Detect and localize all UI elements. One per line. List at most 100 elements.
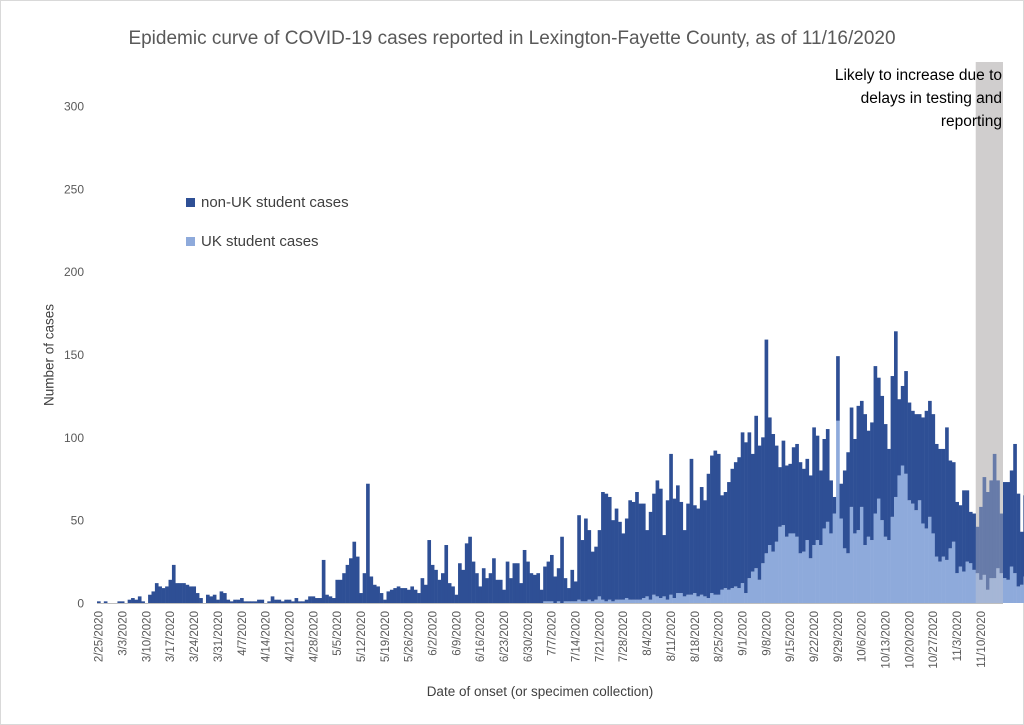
non-uk-student-bar	[672, 498, 677, 599]
non-uk-student-bar	[168, 579, 173, 603]
uk-student-bar	[819, 545, 823, 603]
uk-student-bar	[938, 561, 942, 603]
non-uk-student-bar	[590, 551, 595, 602]
uk-student-bar	[999, 573, 1004, 603]
non-uk-student-bar	[601, 492, 605, 600]
non-uk-student-bar	[502, 589, 506, 603]
non-uk-student-bar	[389, 589, 394, 603]
uk-student-bar	[979, 579, 983, 603]
non-uk-student-bar	[219, 591, 224, 603]
uk-student-bar	[849, 506, 854, 603]
non-uk-student-bar	[505, 561, 510, 603]
uk-student-bar	[1016, 586, 1021, 603]
non-uk-student-bar	[934, 443, 939, 557]
uk-student-bar	[727, 589, 731, 603]
non-uk-student-bar	[624, 518, 629, 599]
uk-student-bar	[723, 588, 728, 603]
non-uk-student-bar	[1009, 470, 1014, 567]
non-uk-student-bar	[325, 594, 329, 603]
non-uk-student-bar	[529, 573, 534, 603]
x-tick-label: 4/21/2020	[284, 611, 296, 662]
uk-student-bar	[638, 599, 643, 603]
uk-student-bar	[815, 540, 820, 603]
non-uk-student-bar	[567, 588, 571, 602]
x-tick-label: 3/24/2020	[189, 611, 201, 662]
uk-student-bar	[853, 533, 857, 603]
non-uk-student-bar	[185, 584, 190, 603]
non-uk-student-bar	[488, 573, 493, 603]
non-uk-student-bar	[999, 513, 1004, 574]
uk-student-bar	[965, 561, 970, 603]
non-uk-student-bar	[304, 599, 309, 603]
uk-student-bar	[1006, 579, 1011, 603]
uk-student-bar	[1013, 573, 1017, 603]
non-uk-student-bar	[117, 601, 122, 603]
non-uk-student-bar	[921, 417, 925, 524]
uk-student-bar	[580, 601, 585, 603]
uk-student-bar	[713, 594, 718, 603]
x-tick-label: 7/28/2020	[618, 611, 630, 662]
non-uk-student-bar	[458, 563, 462, 603]
x-tick-label: 5/26/2020	[404, 611, 416, 662]
uk-student-bar	[706, 598, 711, 603]
x-tick-label: 7/7/2020	[547, 611, 559, 656]
x-tick-label: 6/16/2020	[475, 611, 487, 662]
x-tick-label: 9/22/2020	[809, 611, 821, 662]
non-uk-student-bar	[437, 579, 442, 603]
uk-student-bar	[894, 496, 898, 603]
x-tick-label: 8/25/2020	[714, 611, 726, 662]
non-uk-student-bar	[226, 599, 231, 603]
non-uk-student-bar	[699, 487, 704, 595]
uk-student-bar	[907, 500, 912, 603]
non-uk-student-bar	[522, 549, 527, 603]
non-uk-student-bar	[638, 503, 643, 600]
non-uk-student-bar	[945, 427, 949, 560]
uk-student-bar	[611, 601, 615, 603]
uk-student-bar	[856, 530, 861, 603]
non-uk-student-bar	[853, 438, 857, 534]
non-uk-student-bar	[720, 495, 724, 590]
non-uk-student-bar	[849, 407, 854, 507]
non-uk-student-bar	[352, 541, 357, 603]
uk-student-bar	[934, 556, 939, 603]
non-uk-student-bar	[148, 594, 152, 603]
non-uk-student-bar	[604, 493, 609, 602]
non-uk-student-bar	[846, 452, 850, 554]
non-uk-student-bar	[532, 574, 537, 603]
x-tick-label: 10/13/2020	[880, 611, 892, 669]
non-uk-student-bar	[822, 438, 827, 529]
non-uk-student-bar	[781, 440, 786, 526]
x-tick-label: 6/9/2020	[451, 611, 463, 656]
uk-student-bar	[710, 593, 714, 603]
non-uk-student-bar	[693, 505, 697, 594]
uk-student-bar	[590, 601, 595, 603]
non-uk-student-bar	[730, 468, 735, 589]
uk-student-bar	[614, 599, 619, 603]
uk-student-bar	[594, 599, 598, 603]
non-uk-student-bar	[866, 430, 871, 537]
non-uk-student-bar	[873, 366, 878, 514]
uk-student-bar	[958, 566, 963, 603]
non-uk-student-bar	[948, 460, 953, 549]
non-uk-student-bar	[127, 599, 132, 603]
non-uk-student-bar	[917, 414, 922, 501]
non-uk-student-bar	[931, 414, 936, 534]
uk-student-bar	[655, 596, 660, 603]
uk-student-bar	[682, 596, 687, 603]
non-uk-student-bar	[594, 546, 598, 600]
non-uk-student-bar	[750, 453, 755, 572]
non-uk-student-bar	[580, 540, 585, 602]
non-uk-student-bar	[400, 588, 404, 603]
non-uk-student-bar	[764, 339, 769, 554]
non-uk-student-bar	[761, 437, 765, 564]
non-uk-student-bar	[710, 455, 714, 594]
x-tick-label: 4/28/2020	[308, 611, 320, 662]
non-uk-student-bar	[447, 583, 452, 603]
uk-student-bar	[1003, 578, 1007, 603]
non-uk-student-bar	[539, 589, 544, 603]
y-tick-label: 150	[64, 348, 84, 362]
non-uk-student-bar	[550, 554, 554, 602]
uk-student-bar	[679, 593, 684, 603]
non-uk-student-bar	[318, 598, 323, 603]
y-axis-label: Number of cases	[41, 303, 57, 407]
